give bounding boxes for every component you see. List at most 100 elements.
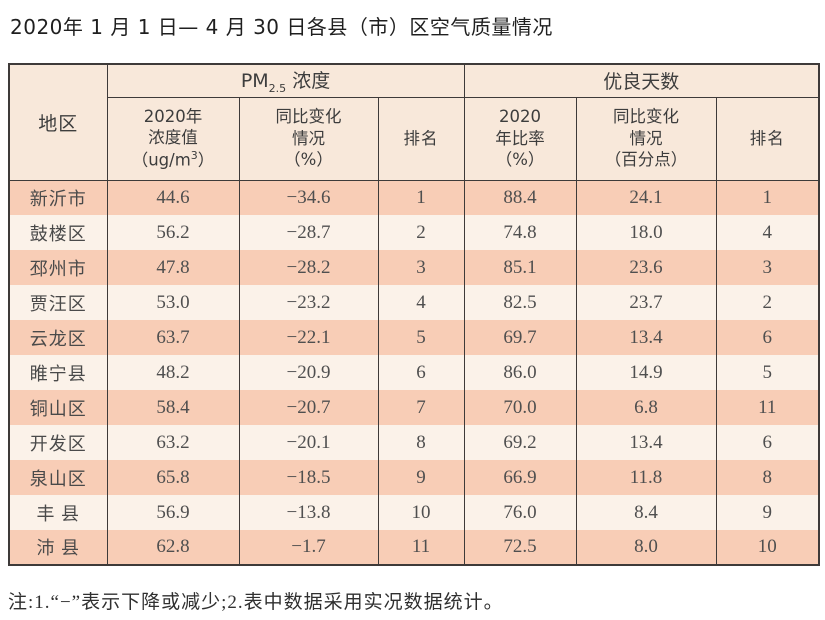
cell-days-change: 23.6 <box>575 250 717 285</box>
cell-region: 新沂市 <box>8 180 107 215</box>
cell-days-rank: 8 <box>715 460 820 495</box>
cell-pm-rank: 2 <box>377 215 465 250</box>
header-line: 2020年 <box>143 106 203 126</box>
table-row: 鼓楼区 56.2 −28.7 2 74.8 18.0 4 <box>8 215 820 250</box>
cell-region: 沛 县 <box>8 530 107 565</box>
cell-days-rank: 4 <box>715 215 820 250</box>
cell-pm-change: −20.1 <box>238 425 378 460</box>
cell-days-rank: 10 <box>715 530 820 565</box>
header-line: 同比变化 <box>613 106 680 126</box>
cell-days-rate: 69.7 <box>463 320 577 355</box>
cell-pm-value: 56.2 <box>106 215 239 250</box>
cell-pm-value: 48.2 <box>106 355 239 390</box>
header-days-change: 同比变化 情况 （百分点） <box>575 97 717 181</box>
cell-pm-change: −20.7 <box>238 390 378 425</box>
cell-days-change: 23.7 <box>575 285 717 320</box>
cell-pm-rank: 6 <box>377 355 465 390</box>
cell-days-change: 8.4 <box>575 495 717 530</box>
header-pm-change: 同比变化 情况 （%） <box>238 97 378 181</box>
header-pm-value: 2020年 浓度值 （ug/m3） <box>106 97 239 181</box>
header-group-pm25: PM2.5 浓度 <box>106 64 465 98</box>
cell-pm-change: −28.2 <box>238 250 378 285</box>
air-quality-table: 地区 PM2.5 浓度 优良天数 2020年 浓度值 （ug/m3） 同比变化 … <box>8 63 821 566</box>
cell-pm-value: 47.8 <box>106 250 239 285</box>
header-line-unit: （ug/m3） <box>108 149 239 171</box>
table-row: 云龙区 63.7 −22.1 5 69.7 13.4 6 <box>8 320 820 355</box>
cell-pm-change: −13.8 <box>238 495 378 530</box>
cell-days-change: 6.8 <box>575 390 717 425</box>
unit-post: ） <box>197 150 215 170</box>
cell-region: 贾汪区 <box>8 285 107 320</box>
cell-days-rate: 85.1 <box>463 250 577 285</box>
cell-pm-rank: 5 <box>377 320 465 355</box>
cell-pm-value: 58.4 <box>106 390 239 425</box>
cell-days-rate: 82.5 <box>463 285 577 320</box>
table-header: 地区 PM2.5 浓度 优良天数 2020年 浓度值 （ug/m3） 同比变化 … <box>8 64 820 181</box>
cell-region: 开发区 <box>8 425 107 460</box>
table-row: 新沂市 44.6 −34.6 1 88.4 24.1 1 <box>8 180 820 215</box>
table-row: 丰 县 56.9 −13.8 10 76.0 8.4 9 <box>8 495 820 530</box>
cell-days-change: 14.9 <box>575 355 717 390</box>
header-line: 2020 <box>499 106 542 126</box>
cell-pm-value: 63.7 <box>106 320 239 355</box>
cell-days-rate: 86.0 <box>463 355 577 390</box>
cell-region: 鼓楼区 <box>8 215 107 250</box>
table-row: 开发区 63.2 −20.1 8 69.2 13.4 6 <box>8 425 820 460</box>
cell-pm-value: 44.6 <box>106 180 239 215</box>
cell-days-change: 8.0 <box>575 530 717 565</box>
cell-days-change: 13.4 <box>575 320 717 355</box>
cell-pm-rank: 3 <box>377 250 465 285</box>
table-row: 贾汪区 53.0 −23.2 4 82.5 23.7 2 <box>8 285 820 320</box>
pm25-subscript: 2.5 <box>268 82 287 96</box>
cell-days-change: 18.0 <box>575 215 717 250</box>
cell-pm-value: 65.8 <box>106 460 239 495</box>
cell-days-rank: 2 <box>715 285 820 320</box>
unit-superscript: 3 <box>190 149 198 163</box>
pm25-label-prefix: PM <box>240 70 269 93</box>
cell-region: 邳州市 <box>8 250 107 285</box>
cell-pm-rank: 4 <box>377 285 465 320</box>
cell-days-rate: 69.2 <box>463 425 577 460</box>
cell-pm-change: −20.9 <box>238 355 378 390</box>
cell-pm-change: −18.5 <box>238 460 378 495</box>
table-row: 邳州市 47.8 −28.2 3 85.1 23.6 3 <box>8 250 820 285</box>
header-line: 情况 <box>292 128 325 148</box>
cell-days-rate: 66.9 <box>463 460 577 495</box>
cell-pm-change: −1.7 <box>238 530 378 565</box>
cell-days-change: 13.4 <box>575 425 717 460</box>
cell-days-rate: 88.4 <box>463 180 577 215</box>
cell-pm-value: 63.2 <box>106 425 239 460</box>
cell-pm-change: −28.7 <box>238 215 378 250</box>
unit-pre: （ug/m <box>131 150 191 170</box>
cell-days-rank: 6 <box>715 320 820 355</box>
cell-days-rate: 70.0 <box>463 390 577 425</box>
header-group-good-days: 优良天数 <box>463 64 820 98</box>
cell-days-rank: 1 <box>715 180 820 215</box>
header-days-rate: 2020 年比率 （%） <box>463 97 577 181</box>
cell-pm-change: −23.2 <box>238 285 378 320</box>
cell-days-rank: 5 <box>715 355 820 390</box>
footnote: 注:1.“−”表示下降或减少;2.表中数据采用实况数据统计。 <box>8 592 504 613</box>
page-title: 2020年 1 月 1 日— 4 月 30 日各县（市）区空气质量情况 <box>10 15 553 39</box>
header-line: 同比变化 <box>275 106 342 126</box>
cell-region: 云龙区 <box>8 320 107 355</box>
header-sub-row: 2020年 浓度值 （ug/m3） 同比变化 情况 （%） 排名 2020 年比… <box>9 97 820 181</box>
cell-days-rank: 9 <box>715 495 820 530</box>
cell-region: 丰 县 <box>8 495 107 530</box>
cell-days-change: 11.8 <box>575 460 717 495</box>
header-line: 浓度值 <box>148 128 198 148</box>
cell-days-rank: 3 <box>715 250 820 285</box>
cell-days-change: 24.1 <box>575 180 717 215</box>
table-row: 铜山区 58.4 −20.7 7 70.0 6.8 11 <box>8 390 820 425</box>
header-days-rank: 排名 <box>715 97 820 181</box>
header-line: （%） <box>284 150 333 170</box>
cell-pm-change: −22.1 <box>238 320 378 355</box>
cell-days-rank: 11 <box>715 390 820 425</box>
cell-days-rate: 72.5 <box>463 530 577 565</box>
cell-pm-value: 56.9 <box>106 495 239 530</box>
table-row: 泉山区 65.8 −18.5 9 66.9 11.8 8 <box>8 460 820 495</box>
header-line: （百分点） <box>604 150 688 170</box>
cell-pm-rank: 11 <box>377 530 465 565</box>
header-pm-rank: 排名 <box>377 97 465 181</box>
cell-pm-change: −34.6 <box>238 180 378 215</box>
